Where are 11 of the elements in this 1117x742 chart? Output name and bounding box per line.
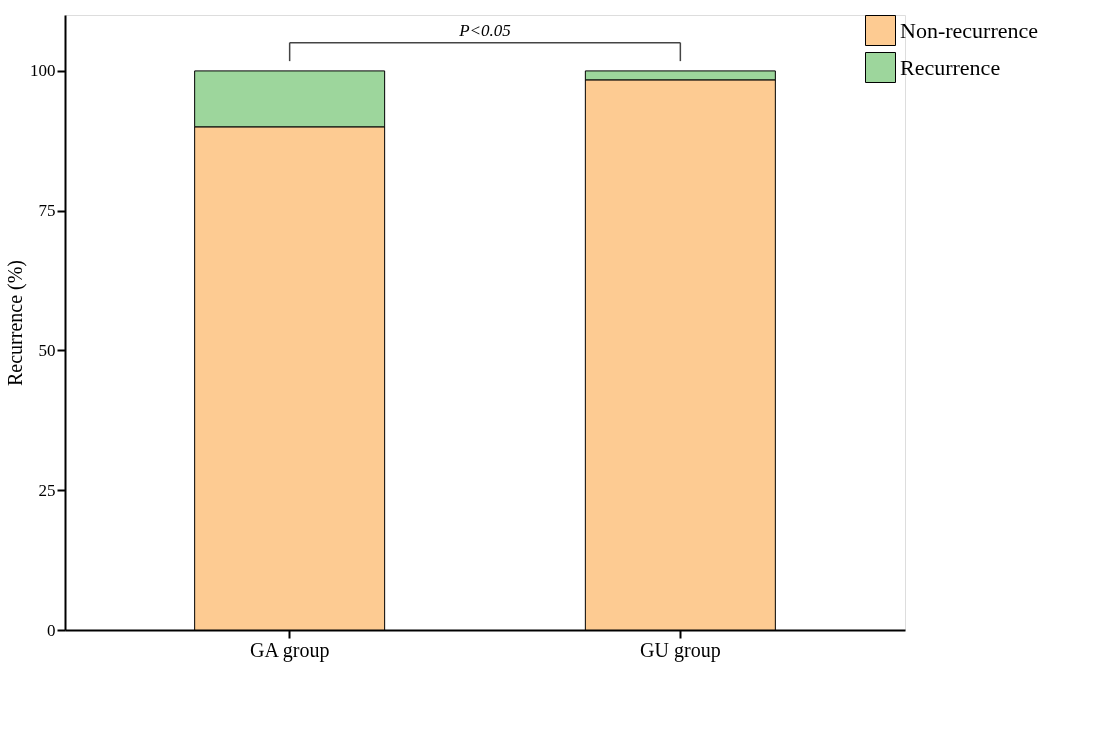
x-tick-label: GA group — [249, 638, 330, 662]
y-tick-label: 0 — [47, 620, 56, 640]
y-tick-label: 25 — [38, 480, 56, 500]
y-axis-title: Recurrence (%) — [4, 259, 27, 387]
legend-label: Recurrence — [900, 54, 1001, 80]
y-tick-label: 75 — [38, 201, 56, 221]
annotation: P<0.05 — [458, 20, 511, 40]
legend-label: Non-recurrence — [900, 17, 1039, 43]
y-tick-label: 50 — [38, 340, 56, 360]
x-tick-label: GU group — [640, 638, 721, 662]
y-tick-label: 100 — [30, 61, 56, 81]
